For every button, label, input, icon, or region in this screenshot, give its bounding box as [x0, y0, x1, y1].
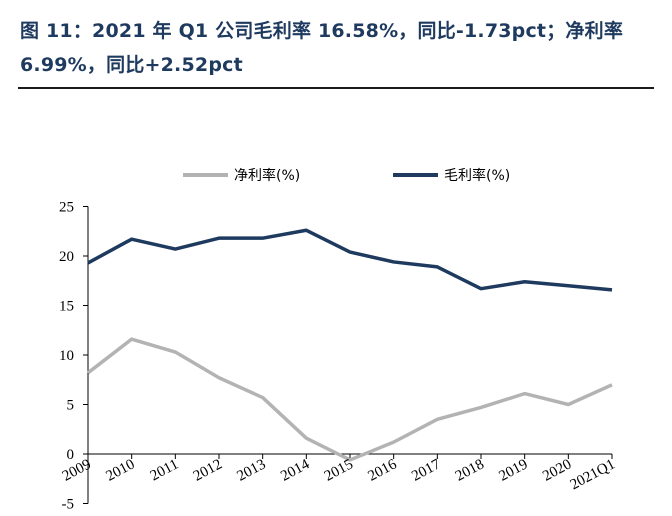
series-gross-margin-line	[87, 228, 613, 292]
y-tick-label: 10	[59, 348, 74, 364]
x-tick-label: 2016	[366, 456, 400, 484]
x-tick-label: 2019	[497, 456, 531, 484]
x-axis-labels: 2009 2010 2011 2012 2013 2014 2015 2016 2017 2018…	[60, 456, 618, 493]
x-tick-label: 2017	[409, 456, 443, 484]
y-tick-label: 0	[67, 447, 75, 463]
x-tick-label: 2014	[278, 456, 312, 484]
legend: 净利率(%) 毛利率(%)	[183, 167, 510, 184]
x-tick-label: 2011	[148, 456, 182, 484]
x-tick-label: 2009	[60, 456, 94, 484]
axes	[83, 206, 613, 504]
y-tick-label: 25	[59, 200, 74, 216]
legend-label-gross: 毛利率(%)	[444, 167, 510, 184]
series-net-margin-line	[86, 337, 613, 462]
y-tick-label: -5	[62, 497, 75, 513]
x-tick-label: 2013	[235, 456, 269, 484]
y-tick-label: 15	[59, 299, 74, 315]
figure-title: 图 11：2021 年 Q1 公司毛利率 16.58%，同比-1.73pct；净…	[20, 20, 624, 76]
legend-label-net: 净利率(%)	[234, 167, 300, 184]
x-tick-label: 2012	[191, 456, 225, 484]
y-tick-label: 5	[67, 398, 75, 414]
x-tick-label: 2021Q1	[568, 456, 618, 493]
x-tick-label: 2010	[104, 456, 138, 484]
title-rule	[18, 87, 654, 89]
series-layer	[86, 228, 613, 462]
y-tick-label: 20	[59, 249, 74, 265]
x-tick-label: 2018	[453, 456, 487, 484]
y-axis-labels: 25 20 15 10 5 0 -5	[59, 200, 74, 513]
